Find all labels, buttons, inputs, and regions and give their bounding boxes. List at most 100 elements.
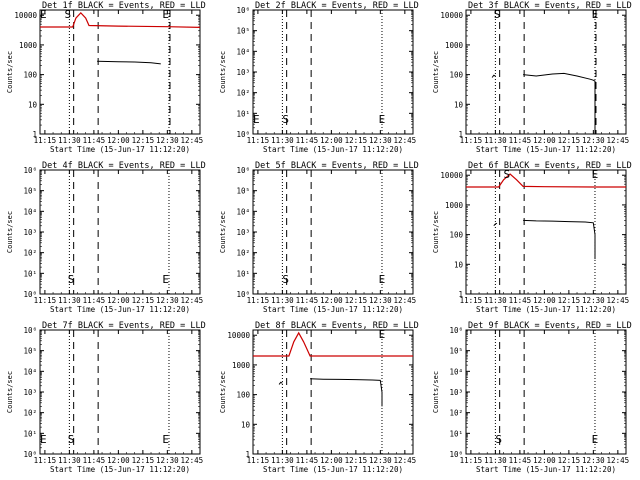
y-tick-label: 10²	[236, 89, 250, 98]
x-tick-label: 12:15	[558, 456, 581, 465]
y-tick-label: 10⁴	[236, 47, 250, 56]
x-tick-label: 12:45	[394, 456, 417, 465]
y-tick-label: 1000	[232, 361, 251, 370]
chart-title: Det 3f BLACK = Events, RED = LLD	[468, 1, 632, 11]
chart-panel-4: Det 4f BLACK = Events, RED = LLD 10⁰ 10¹ 10…	[6, 161, 206, 314]
events-series-line	[278, 381, 283, 385]
x-tick-label: 12:45	[607, 296, 630, 305]
chart-title: Det 4f BLACK = Events, RED = LLD	[42, 161, 206, 171]
y-tick-label: 10000	[14, 11, 37, 20]
y-tick-label: 10¹	[23, 429, 37, 438]
x-tick-label: 12:00	[320, 296, 343, 305]
y-tick-label: 1	[458, 130, 463, 139]
x-tick-label: 11:15	[460, 296, 483, 305]
x-axis-label: Start Time (15-Jun-17 11:12:20)	[263, 465, 403, 474]
x-tick-label: 12:00	[533, 456, 556, 465]
chart-panel-1: Det 1f BLACK = Events, RED = LLD 1 10 100 10…	[6, 1, 206, 154]
chart-panel-8: Det 8f BLACK = Events, RED = LLD 1 10 100 10…	[219, 321, 419, 474]
x-tick-label: 12:45	[394, 136, 417, 145]
x-axis-label: Start Time (15-Jun-17 11:12:20)	[476, 305, 616, 314]
y-axis-label: Counts/sec	[219, 211, 227, 253]
y-tick-label: 10⁴	[449, 367, 463, 376]
segment-marker-s: S	[495, 433, 502, 446]
y-tick-label: 10⁰	[449, 450, 463, 459]
x-tick-label: 11:30	[484, 296, 507, 305]
x-tick-label: 12:30	[582, 296, 605, 305]
y-tick-label: 10	[241, 420, 251, 429]
plot-frame	[39, 329, 201, 455]
chart-panel-7: Det 7f BLACK = Events, RED = LLD 10⁰ 10¹ 10…	[6, 321, 206, 474]
x-tick-label: 12:00	[107, 136, 130, 145]
plot-frame	[252, 169, 414, 295]
x-tick-label: 11:30	[58, 296, 81, 305]
lld-series-line	[253, 331, 413, 357]
y-axis-label: Counts/sec	[432, 211, 440, 253]
x-tick-label: 12:00	[533, 296, 556, 305]
y-tick-label: 10⁶	[236, 166, 250, 175]
x-tick-label: 12:00	[320, 456, 343, 465]
x-tick-label: 12:30	[156, 456, 179, 465]
plot-frame	[465, 9, 627, 135]
x-tick-label: 12:45	[181, 136, 204, 145]
segment-marker-e: E	[40, 8, 47, 21]
y-tick-label: 10	[454, 260, 464, 269]
y-tick-label: 1	[245, 450, 250, 459]
x-tick-label: 11:15	[34, 456, 57, 465]
x-tick-label: 12:45	[607, 136, 630, 145]
segment-marker-e: E	[379, 273, 386, 286]
lld-series-line	[40, 12, 201, 28]
y-tick-label: 10	[28, 100, 38, 109]
y-tick-label: 10²	[23, 409, 37, 418]
segment-marker-e: E	[253, 113, 260, 126]
x-tick-label: 11:15	[247, 136, 270, 145]
x-tick-label: 11:45	[509, 136, 532, 145]
x-tick-label: 12:30	[582, 456, 605, 465]
x-tick-label: 12:00	[107, 296, 130, 305]
x-tick-label: 12:00	[320, 136, 343, 145]
segment-marker-s: S	[282, 113, 289, 126]
segment-marker-s: S	[68, 433, 75, 446]
plot-frame	[252, 329, 414, 455]
segment-marker-e: E	[379, 113, 386, 126]
y-tick-label: 100	[449, 231, 463, 240]
segment-marker-e: E	[592, 8, 599, 21]
y-tick-label: 10¹	[236, 269, 250, 278]
y-tick-label: 10²	[449, 409, 463, 418]
y-tick-label: 100	[23, 71, 37, 80]
x-tick-label: 11:45	[509, 296, 532, 305]
x-tick-label: 12:45	[181, 456, 204, 465]
y-tick-label: 10⁰	[236, 130, 250, 139]
events-series-line	[523, 72, 596, 134]
y-tick-label: 10³	[23, 388, 37, 397]
y-tick-label: 100	[449, 71, 463, 80]
x-tick-label: 11:45	[296, 136, 319, 145]
x-tick-label: 11:15	[34, 296, 57, 305]
y-tick-label: 10⁰	[23, 290, 37, 299]
segment-marker-e: E	[592, 168, 599, 181]
y-tick-label: 10⁵	[23, 347, 37, 356]
y-tick-label: 10⁰	[23, 450, 37, 459]
x-tick-label: 12:15	[345, 136, 368, 145]
y-tick-label: 10²	[23, 249, 37, 258]
y-tick-label: 10⁶	[23, 326, 37, 335]
y-tick-label: 10³	[449, 388, 463, 397]
y-tick-label: 10000	[440, 11, 463, 20]
x-tick-label: 12:15	[558, 136, 581, 145]
y-tick-label: 10⁵	[449, 347, 463, 356]
events-series-line	[493, 222, 498, 227]
x-tick-label: 12:30	[369, 136, 392, 145]
chart-panel-5: Det 5f BLACK = Events, RED = LLD 10⁰ 10¹ 10…	[219, 161, 419, 314]
x-tick-label: 11:30	[271, 296, 294, 305]
x-tick-label: 12:30	[156, 296, 179, 305]
y-tick-label: 10¹	[236, 109, 250, 118]
x-tick-label: 12:15	[345, 456, 368, 465]
chart-title: Det 2f BLACK = Events, RED = LLD	[255, 1, 419, 11]
segment-marker-s: S	[282, 273, 289, 286]
x-tick-label: 11:45	[296, 456, 319, 465]
x-tick-label: 11:15	[460, 136, 483, 145]
x-tick-label: 12:15	[132, 456, 155, 465]
x-tick-label: 12:00	[533, 136, 556, 145]
x-axis-label: Start Time (15-Jun-17 11:12:20)	[476, 145, 616, 154]
x-tick-label: 11:30	[58, 136, 81, 145]
